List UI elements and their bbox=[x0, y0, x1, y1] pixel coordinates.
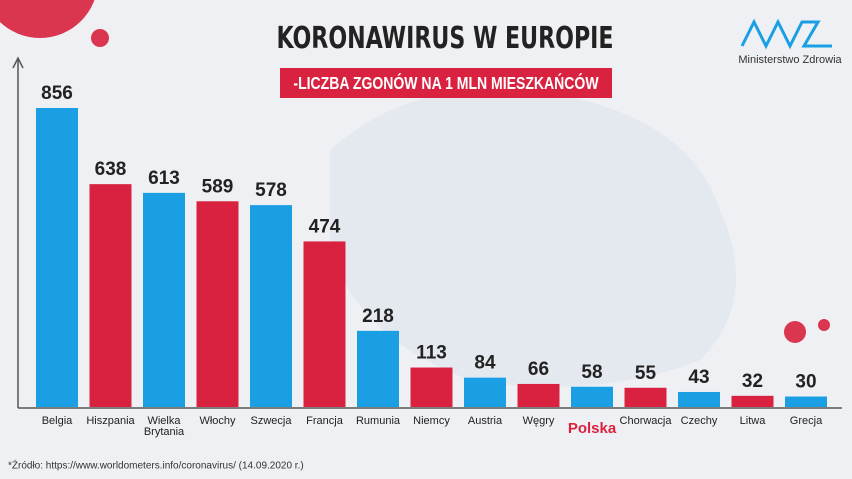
value-label: 218 bbox=[362, 306, 394, 327]
bar bbox=[143, 192, 185, 407]
bar bbox=[464, 377, 506, 407]
value-label: 43 bbox=[688, 367, 709, 388]
x-tick-label: Włochy bbox=[199, 415, 236, 427]
subtitle: -LICZBA ZGONÓW NA 1 MLN MIESZKAŃCÓW bbox=[293, 72, 599, 93]
value-label: 32 bbox=[742, 371, 763, 392]
value-label: 58 bbox=[581, 362, 602, 383]
value-label: 84 bbox=[474, 353, 496, 374]
x-tick-label: Litwa bbox=[739, 415, 766, 427]
chart-title: KORONAWIRUS W EUROPIE bbox=[276, 22, 613, 56]
x-tick-label: Francja bbox=[306, 415, 343, 427]
x-tick-label: Grecja bbox=[789, 415, 823, 427]
bar bbox=[196, 201, 239, 407]
value-label: 113 bbox=[416, 343, 447, 364]
x-tick-label: Hiszpania bbox=[86, 415, 135, 427]
value-label: 856 bbox=[41, 83, 73, 104]
bar bbox=[678, 391, 720, 407]
value-label: 578 bbox=[255, 180, 287, 201]
bar bbox=[303, 241, 346, 407]
x-tick-label: Chorwacja bbox=[619, 415, 672, 427]
x-tick-label: Wielka Brytania bbox=[143, 415, 185, 438]
bar bbox=[624, 387, 667, 407]
x-tick-label: Austria bbox=[467, 415, 503, 427]
logo-mark bbox=[740, 18, 832, 50]
x-tick-label: Szwecja bbox=[250, 415, 292, 427]
source-note: *Źródło: https://www.worldometers.info/c… bbox=[8, 459, 304, 472]
value-label: 66 bbox=[528, 359, 549, 380]
bar bbox=[517, 383, 560, 407]
bar bbox=[250, 205, 292, 407]
bar bbox=[357, 330, 399, 407]
value-label: 55 bbox=[635, 363, 657, 384]
value-label: 474 bbox=[309, 216, 341, 237]
bar bbox=[410, 367, 453, 407]
bar bbox=[731, 395, 774, 407]
x-tick-label: Belgia bbox=[41, 415, 73, 427]
value-label: 613 bbox=[148, 168, 180, 189]
bar bbox=[89, 184, 132, 407]
value-label: 638 bbox=[95, 159, 127, 180]
x-tick-label: Rumunia bbox=[355, 415, 401, 427]
x-tick-label: Czechy bbox=[680, 415, 718, 427]
subtitle-box bbox=[280, 68, 612, 98]
axis-arrow bbox=[12, 56, 24, 69]
bar bbox=[571, 386, 613, 407]
x-tick-label: Polska bbox=[567, 420, 617, 437]
decoration bbox=[0, 0, 830, 387]
value-label: 30 bbox=[795, 372, 816, 393]
value-label: 589 bbox=[202, 176, 234, 197]
x-tick-label: Niemcy bbox=[413, 415, 450, 427]
bar bbox=[36, 108, 78, 407]
logo-text: Ministerstwo Zdrowia bbox=[738, 54, 842, 66]
x-tick-label: Węgry bbox=[522, 415, 555, 427]
bar bbox=[785, 396, 827, 407]
